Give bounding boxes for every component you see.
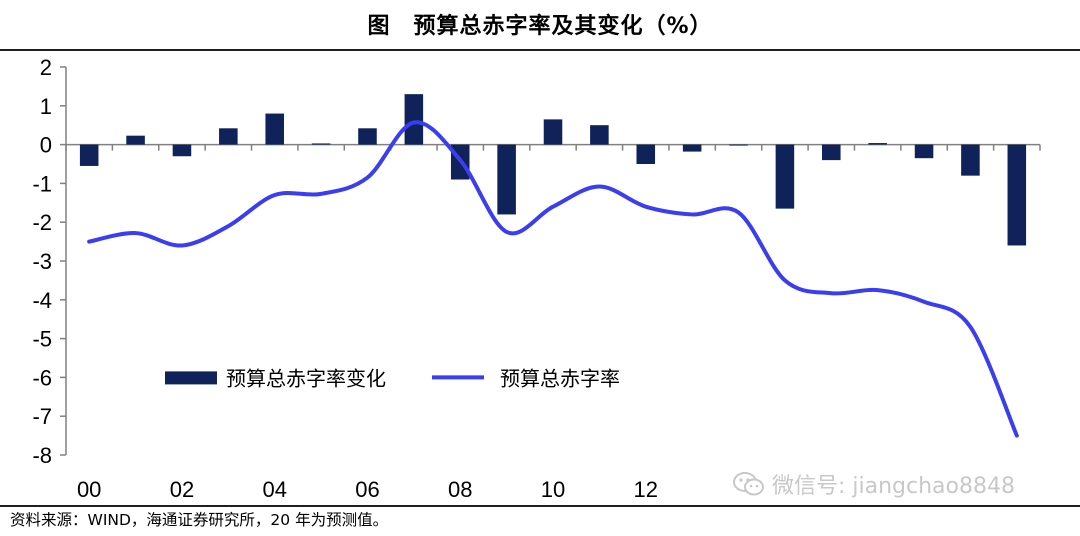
source-note: 资料来源：WIND，海通证券研究所，20 年为预测值。 [10, 511, 389, 529]
x-tick-label: 04 [262, 477, 286, 502]
y-tick-label: -1 [32, 171, 52, 196]
bar [265, 113, 284, 145]
x-tick-label: 06 [355, 477, 379, 502]
y-tick-label: 1 [40, 94, 52, 119]
bar [914, 144, 934, 159]
bar [79, 144, 99, 166]
bar [822, 144, 841, 161]
bar [126, 135, 145, 145]
watermark: 微信号: jiangchao8848 [732, 468, 1015, 500]
legend-bar-label: 预算总赤字率变化 [226, 366, 386, 390]
y-tick-label: -4 [32, 288, 52, 313]
bar [682, 144, 702, 152]
y-tick-label: -2 [32, 210, 52, 235]
legend-line-label: 预算总赤字率 [500, 366, 620, 390]
bar [868, 143, 887, 145]
y-tick-label: -6 [32, 365, 52, 390]
top-rule [0, 49, 1080, 51]
line-series [87, 120, 1019, 438]
bar [311, 143, 331, 145]
bar [1007, 144, 1027, 246]
bar [404, 94, 424, 145]
bar [729, 144, 748, 146]
y-tick-label: -8 [32, 443, 52, 468]
bar [219, 128, 238, 145]
bar [543, 119, 563, 145]
watermark-text: 微信号: jiangchao8848 [772, 474, 1015, 499]
bottom-rule [0, 505, 1080, 507]
y-tick-label: 2 [40, 55, 52, 80]
chart-title-row: 图 预算总赤字率及其变化（%） [0, 0, 1080, 48]
bar [775, 144, 795, 209]
y-tick-label: -7 [32, 404, 52, 429]
y-tick-label: 0 [40, 133, 52, 158]
x-tick-label: 08 [448, 477, 472, 502]
y-tick-label: -5 [32, 327, 52, 352]
wechat-icon [733, 472, 764, 496]
chart-title: 图 预算总赤字率及其变化（%） [367, 14, 713, 39]
x-tick-label: 00 [77, 477, 101, 502]
x-tick-label: 02 [170, 477, 194, 502]
chart: 210-1-2-3-4-5-6-7-800 02 04 06 08 10 12预算总赤字率变… [32, 55, 1041, 502]
bar [590, 125, 609, 145]
y-tick-label: -3 [32, 249, 52, 274]
bar [636, 144, 656, 164]
bar [358, 128, 377, 145]
legend-bar-swatch [165, 371, 217, 385]
bar [172, 144, 192, 157]
x-tick-label: 12 [634, 477, 658, 502]
x-tick-label: 10 [541, 477, 565, 502]
bar [961, 144, 980, 176]
bar [497, 144, 516, 215]
